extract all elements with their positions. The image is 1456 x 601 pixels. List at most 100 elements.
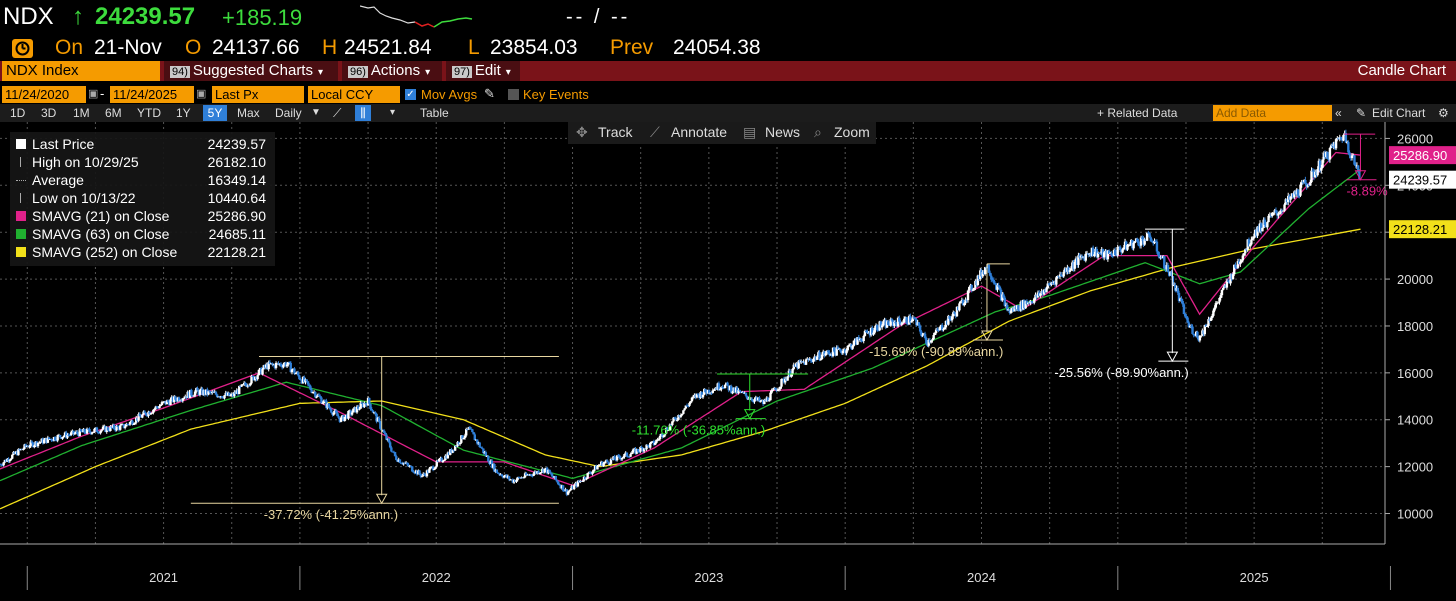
candle-body [619, 457, 622, 460]
candle-body [298, 375, 301, 380]
candle-body [424, 474, 427, 477]
candle-body [163, 401, 166, 403]
legend-sma63[interactable]: SMAVG (63) on Close 24685.11 [16, 225, 272, 243]
period-5y[interactable]: 5Y [203, 105, 227, 121]
price-field-select[interactable]: Last Px [212, 86, 304, 103]
legend-label: SMAVG (252) on Close [32, 244, 178, 260]
candle-body [22, 448, 25, 450]
annotate-icon[interactable]: ⟋ [650, 124, 660, 140]
currency-select[interactable]: Local CCY [308, 86, 400, 103]
candle-body [1287, 195, 1290, 203]
suggested-charts-menu[interactable]: 94) Suggested Charts ▾ [164, 61, 338, 81]
table-button[interactable]: Table [420, 106, 449, 120]
period-1d[interactable]: 1D [10, 106, 26, 120]
legend-sma252[interactable]: SMAVG (252) on Close 22128.21 [16, 243, 272, 261]
candle-body [223, 395, 226, 399]
legend-low[interactable]: Low on 10/13/22 10440.64 [16, 189, 272, 207]
legend-value: 10440.64 [207, 190, 266, 206]
period-6m[interactable]: 6M [105, 106, 122, 120]
price-chart[interactable]: -37.72% (-41.25%ann.) -11.76% (-36.85%ann… [0, 122, 1456, 601]
candle-body [161, 401, 165, 403]
candle-body [1082, 256, 1085, 258]
candle-body [783, 378, 787, 383]
edit-chart-button[interactable]: Edit Chart [1372, 106, 1426, 120]
candle-body [657, 439, 661, 441]
mov-avgs-checkbox[interactable]: ✓ [405, 89, 416, 100]
candle-body [2, 462, 5, 466]
candle-body [646, 444, 649, 446]
news-icon[interactable]: ▤ [743, 124, 757, 140]
candle-body [192, 395, 196, 397]
legend-last-price[interactable]: Last Price 24239.57 [16, 135, 272, 153]
pencil-icon[interactable]: ✎ [484, 86, 495, 101]
candle-body [1019, 301, 1022, 311]
candle-body [119, 425, 122, 430]
security-field[interactable]: NDX Index [2, 61, 160, 81]
candle-body [699, 392, 702, 398]
candle-body [955, 306, 959, 317]
related-data-button[interactable]: + Related Data [1097, 106, 1178, 120]
period-1y[interactable]: 1Y [176, 106, 191, 120]
candle-body [580, 480, 583, 482]
bar-chart-icon[interactable]: ⫼ [355, 105, 371, 121]
frequency-select[interactable]: Daily [275, 106, 302, 120]
legend-average[interactable]: Average 16349.14 [16, 171, 272, 189]
candle-body [861, 340, 864, 342]
candle-body [1314, 171, 1317, 178]
start-date-field[interactable]: 11/24/2020 [2, 86, 86, 103]
key-events-label[interactable]: Key Events [523, 87, 589, 102]
candle-body [319, 396, 322, 398]
actions-menu[interactable]: 96) Actions ▾ [342, 61, 442, 81]
legend-swatch [20, 193, 21, 203]
candle-body [839, 348, 842, 352]
period-ytd[interactable]: YTD [137, 106, 161, 120]
mov-avgs-label[interactable]: Mov Avgs [421, 87, 478, 102]
candle-body [1258, 223, 1262, 232]
legend-sma21[interactable]: SMAVG (21) on Close 25286.90 [16, 207, 272, 225]
legend-value: 22128.21 [207, 244, 266, 260]
edit-menu[interactable]: 97) Edit ▾ [446, 61, 520, 81]
candle-body [1175, 287, 1178, 291]
candle-body [337, 416, 340, 418]
dropdown-caret-icon[interactable]: ▼ [311, 107, 321, 118]
candle-body [44, 438, 47, 440]
end-date-field[interactable]: 11/24/2025 [110, 86, 194, 103]
annotate-button[interactable]: Annotate [671, 124, 728, 140]
settings-gear-icon[interactable]: ⚙ [1438, 106, 1449, 120]
candle-body [235, 390, 238, 394]
candle-body [56, 435, 59, 441]
candle-body [921, 334, 924, 336]
dropdown-caret-icon[interactable]: ▾ [390, 107, 396, 118]
candle-body [764, 400, 767, 402]
candle-body [776, 389, 780, 392]
calendar-icon[interactable]: ▣ [196, 88, 207, 100]
track-button[interactable]: Track [598, 124, 633, 140]
news-button[interactable]: News [765, 124, 801, 140]
candle-body [635, 449, 638, 454]
collapse-icon[interactable]: « [1335, 106, 1342, 120]
add-data-input[interactable]: Add Data [1213, 105, 1332, 121]
key-events-checkbox[interactable] [508, 89, 519, 100]
calendar-icon[interactable]: ▣ [88, 88, 99, 100]
period-1m[interactable]: 1M [73, 106, 90, 120]
candle-body [200, 388, 203, 391]
candle-body [128, 422, 132, 425]
candle-body [1008, 308, 1011, 313]
candle-body [1342, 135, 1345, 141]
candle-body [184, 396, 187, 399]
zoom-button[interactable]: Zoom [834, 124, 870, 140]
candle-body [1215, 302, 1219, 304]
candle-body [987, 264, 991, 273]
candle-body [810, 360, 814, 363]
candle-body [1248, 244, 1252, 247]
candle-body [180, 400, 183, 402]
legend-high[interactable]: High on 10/29/25 26182.10 [16, 153, 272, 171]
track-icon[interactable]: ✥ [576, 124, 588, 140]
period-3d[interactable]: 3D [41, 106, 57, 120]
period-max[interactable]: Max [237, 106, 260, 120]
pencil-icon[interactable]: ✎ [1356, 106, 1367, 120]
candle-body [1323, 153, 1327, 157]
candle-body [492, 464, 495, 468]
zoom-icon[interactable]: ⌕ [814, 124, 822, 140]
line-chart-icon[interactable]: ⟋ [333, 106, 342, 120]
